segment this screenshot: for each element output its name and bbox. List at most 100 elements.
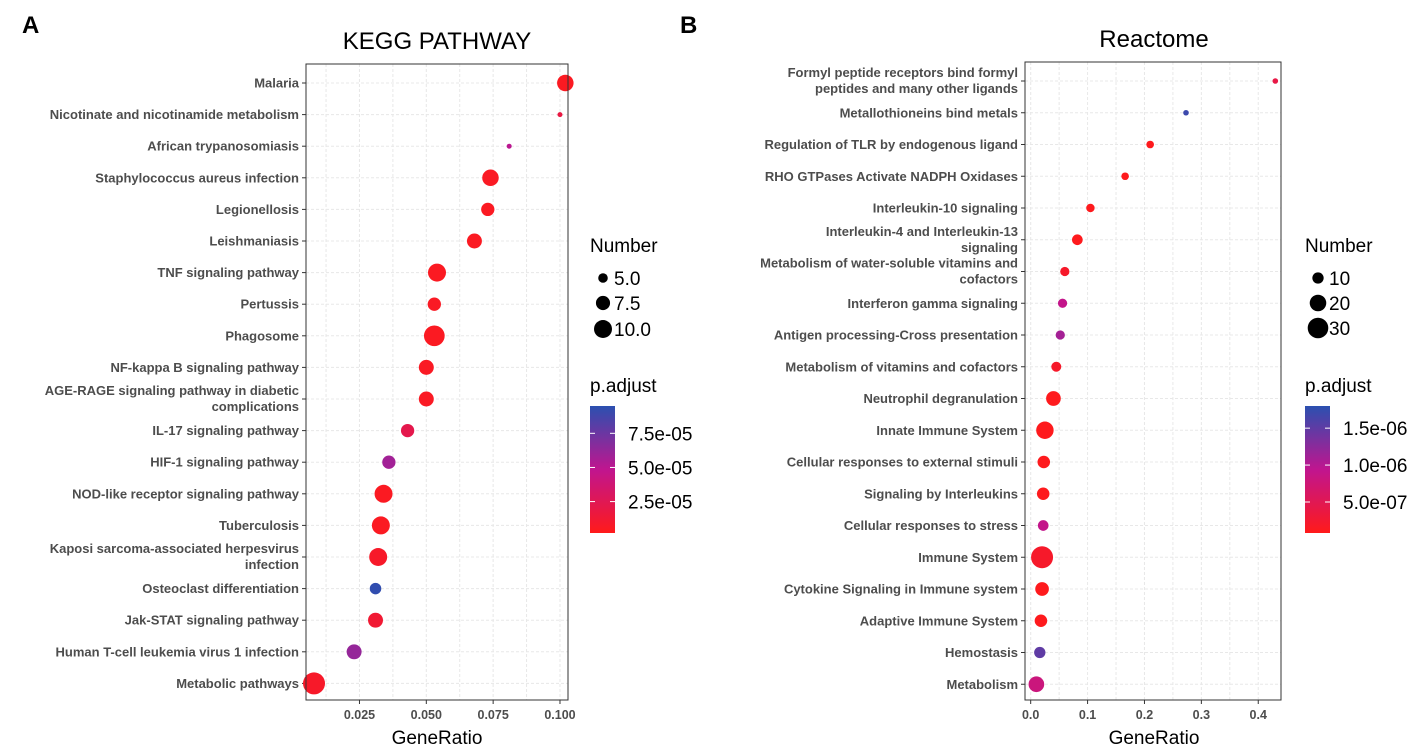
kegg-chart-title: KEGG PATHWAY xyxy=(343,28,531,55)
reactome-panel-border xyxy=(1024,61,1282,701)
data-point xyxy=(1034,646,1046,659)
size-legend-label: 20 xyxy=(1329,294,1350,315)
x-tick-label: 0.1 xyxy=(1079,708,1096,722)
data-point xyxy=(1046,391,1061,406)
data-point xyxy=(382,455,396,469)
data-point xyxy=(427,297,441,311)
category-label: Kaposi sarcoma-associated herpesvirus inf… xyxy=(50,541,299,572)
size-legend-label: 5.0 xyxy=(614,269,640,290)
x-tick-label: 0.100 xyxy=(544,708,575,722)
category-label: Regulation of TLR by endogenous ligand xyxy=(765,137,1019,152)
data-point xyxy=(1036,487,1050,501)
x-tick-label: 0.3 xyxy=(1193,708,1210,722)
data-point xyxy=(1028,676,1045,693)
category-label: IL-17 signaling pathway xyxy=(152,423,299,438)
data-point xyxy=(1051,361,1062,372)
x-tick-label: 0.4 xyxy=(1250,708,1267,722)
reactome-colorbar xyxy=(1305,406,1330,533)
data-point xyxy=(1183,109,1189,116)
category-label: Phagosome xyxy=(225,328,299,343)
category-label: Interferon gamma signaling xyxy=(848,296,1019,311)
size-legend-key xyxy=(1312,272,1324,284)
data-point xyxy=(557,112,563,118)
kegg-category-labels: Malaria Nicotinate and nicotinamide metab… xyxy=(45,76,306,691)
data-point xyxy=(1037,455,1051,469)
reactome-x-ticks: 0.0 0.1 0.2 0.3 0.4 xyxy=(1022,700,1267,722)
size-legend-key xyxy=(1307,317,1329,339)
reactome-x-axis-title: GeneRatio xyxy=(1109,728,1200,747)
color-legend-label: 1.5e-06 xyxy=(1343,419,1407,440)
category-label: HIF-1 signaling pathway xyxy=(150,455,300,470)
kegg-x-axis-title: GeneRatio xyxy=(392,728,483,747)
category-label: Legionellosis xyxy=(216,202,299,217)
category-label: TNF signaling pathway xyxy=(157,265,299,280)
x-tick-label: 0.2 xyxy=(1136,708,1153,722)
reactome-legend: Number 10 20 30 p.adjust 1.5e-06 1.0e-06 5.0… xyxy=(1305,236,1407,533)
data-point xyxy=(506,143,512,149)
panel-label-a: A xyxy=(22,12,39,39)
data-point xyxy=(1060,266,1070,277)
data-point xyxy=(557,74,574,92)
data-point xyxy=(423,325,445,347)
data-point xyxy=(1072,234,1083,246)
kegg-colorbar xyxy=(590,406,615,533)
data-point xyxy=(1055,330,1065,340)
reactome-chart-title: Reactome xyxy=(1099,26,1208,53)
size-legend-key xyxy=(1309,294,1327,312)
kegg-points xyxy=(303,74,574,695)
category-label: Tuberculosis xyxy=(219,518,299,533)
kegg-x-ticks: 0.025 0.050 0.075 0.100 xyxy=(344,700,576,722)
color-legend-label: 7.5e-05 xyxy=(628,424,692,445)
data-point xyxy=(374,484,393,503)
size-legend-label: 30 xyxy=(1329,319,1350,340)
size-legend-key xyxy=(598,273,608,283)
category-label: Immune System xyxy=(918,550,1018,565)
size-legend-label: 7.5 xyxy=(614,294,640,315)
category-label: NF-kappa B signaling pathway xyxy=(110,360,299,375)
category-label: Metabolism xyxy=(946,677,1018,692)
data-point xyxy=(369,582,382,595)
category-label: Metabolism of vitamins and cofactors xyxy=(785,359,1018,374)
category-label: Pertussis xyxy=(240,297,299,312)
category-label: Malaria xyxy=(254,76,300,91)
size-legend-key xyxy=(595,295,611,311)
category-label: Cytokine Signaling in Immune system xyxy=(784,582,1018,597)
reactome-color-legend-title: p.adjust xyxy=(1305,376,1372,397)
category-label: Neutrophil degranulation xyxy=(863,391,1018,406)
data-point xyxy=(368,612,383,628)
category-label: Adaptive Immune System xyxy=(860,613,1018,628)
category-label: Staphylococcus aureus infection xyxy=(95,170,299,185)
color-legend-label: 2.5e-05 xyxy=(628,493,692,514)
kegg-legend: Number 5.0 7.5 10.0 p.adjust 7.5e-05 5.0e-0… xyxy=(590,236,692,533)
kegg-grid xyxy=(306,64,568,700)
x-tick-label: 0.0 xyxy=(1022,708,1039,722)
kegg-panel-border xyxy=(305,63,569,701)
category-label: African trypanosomiasis xyxy=(147,139,299,154)
category-label: Metabolism of water-soluble vitamins and… xyxy=(760,256,1018,287)
kegg-size-legend-title: Number xyxy=(590,236,658,257)
data-point xyxy=(303,672,326,695)
data-point xyxy=(1036,421,1054,439)
kegg-color-legend-title: p.adjust xyxy=(590,376,657,397)
data-point xyxy=(466,233,482,249)
data-point xyxy=(1272,78,1279,84)
x-tick-label: 0.050 xyxy=(411,708,442,722)
data-point xyxy=(1057,298,1068,308)
kegg-chart: KEGG PATHWAY Malaria Nicotinate and nicot… xyxy=(45,28,693,747)
category-label: Hemostasis xyxy=(945,645,1018,660)
category-label: Antigen processing-Cross presentation xyxy=(774,328,1018,343)
reactome-chart: Reactome Formyl peptide receptors bind f… xyxy=(760,26,1407,747)
data-point xyxy=(481,202,495,217)
data-point xyxy=(1037,520,1049,531)
data-point xyxy=(400,423,415,438)
data-point xyxy=(369,548,388,566)
category-label: Cellular responses to stress xyxy=(844,518,1018,533)
reactome-category-labels: Formyl peptide receptors bind formyl pept… xyxy=(760,65,1025,692)
panel-label-b: B xyxy=(680,12,697,39)
category-label: Innate Immune System xyxy=(876,423,1018,438)
category-label: Formyl peptide receptors bind formyl pept… xyxy=(788,65,1018,96)
data-point xyxy=(346,644,362,660)
category-label: Signaling by Interleukins xyxy=(864,486,1018,501)
category-label: Leishmaniasis xyxy=(209,234,299,249)
